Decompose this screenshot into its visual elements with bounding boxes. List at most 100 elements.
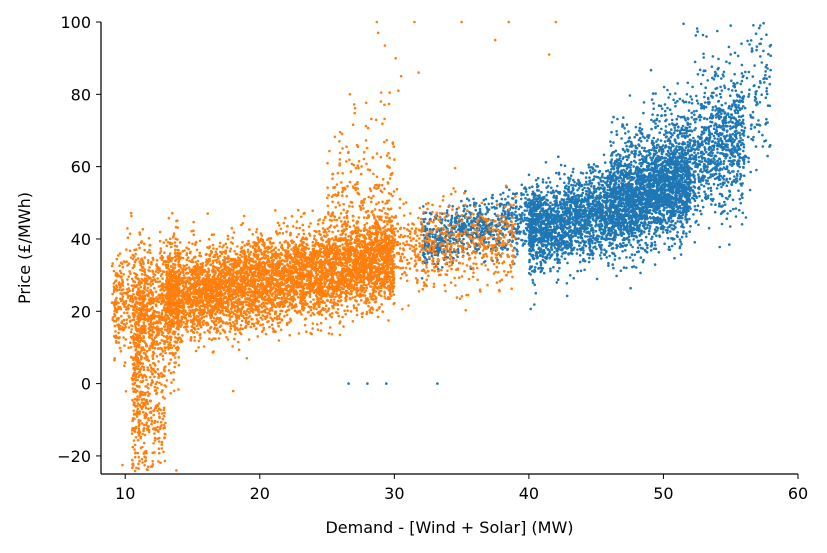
data-point: [680, 189, 683, 192]
data-point: [680, 225, 683, 228]
data-point: [675, 196, 678, 199]
data-point: [645, 164, 649, 168]
data-point: [560, 216, 564, 219]
data-point: [562, 198, 566, 201]
data-point: [742, 145, 746, 149]
data-point: [602, 190, 605, 193]
data-point: [624, 219, 628, 222]
data-point: [655, 167, 658, 170]
data-point: [663, 218, 667, 222]
data-point: [563, 222, 566, 225]
data-point: [603, 193, 606, 197]
data-point: [585, 171, 588, 175]
data-point: [563, 257, 567, 261]
data-point: [655, 234, 658, 237]
data-point: [563, 172, 566, 176]
data-point: [700, 154, 703, 158]
data-point: [683, 164, 686, 168]
data-point: [578, 181, 582, 185]
data-point: [563, 241, 567, 245]
data-point: [686, 165, 690, 168]
data-point: [662, 199, 666, 202]
data-point: [655, 151, 658, 154]
data-point: [619, 170, 622, 174]
data-point: [714, 203, 717, 206]
data-point: [595, 215, 599, 218]
data-point: [603, 176, 606, 180]
data-point: [560, 248, 564, 252]
data-point: [693, 60, 697, 64]
data-point: [658, 211, 662, 214]
data-point: [648, 163, 652, 166]
data-point: [645, 197, 649, 200]
data-point: [628, 162, 631, 166]
data-point: [637, 143, 640, 146]
data-point: [642, 258, 645, 262]
data-point: [650, 221, 653, 225]
data-point: [565, 227, 569, 230]
data-point: [674, 101, 677, 104]
data-point: [640, 132, 644, 135]
data-point: [651, 92, 655, 95]
data-point: [643, 188, 647, 192]
data-point: [614, 187, 618, 191]
data-point: [664, 160, 667, 163]
data-point: [679, 165, 683, 168]
data-point: [621, 124, 625, 128]
data-point: [724, 119, 727, 122]
data-point: [580, 197, 584, 201]
data-point: [668, 171, 672, 174]
data-point: [607, 264, 610, 267]
data-point: [694, 120, 697, 124]
data-point: [668, 142, 672, 145]
data-point: [697, 155, 701, 159]
data-point: [630, 189, 634, 192]
data-point: [740, 193, 743, 197]
data-point: [630, 151, 633, 155]
data-point: [597, 210, 601, 214]
data-point: [688, 125, 691, 129]
data-point: [567, 253, 570, 256]
data-point: [644, 217, 648, 220]
data-point: [637, 186, 640, 190]
data-point: [532, 249, 535, 252]
data-point: [689, 192, 692, 195]
data-point: [627, 165, 631, 169]
data-point: [557, 210, 561, 214]
data-point: [602, 217, 606, 220]
data-point: [686, 116, 689, 120]
data-point: [645, 183, 649, 186]
data-point: [613, 179, 617, 183]
data-point: [689, 207, 692, 211]
data-point: [671, 154, 675, 157]
data-point: [613, 162, 616, 165]
data-point: [644, 227, 647, 231]
data-point: [662, 194, 666, 197]
data-point: [563, 217, 566, 220]
data-point: [623, 180, 626, 183]
data-point: [619, 160, 623, 163]
data-point: [645, 186, 649, 189]
data-point: [568, 179, 571, 183]
data-point: [579, 184, 582, 188]
data-point: [624, 183, 628, 186]
data-point: [535, 197, 538, 200]
data-point: [587, 166, 591, 169]
data-point: [707, 226, 711, 230]
data-point: [668, 108, 672, 111]
data-point: [729, 152, 733, 156]
data-point: [560, 255, 563, 258]
data-point: [682, 160, 685, 164]
data-point: [601, 174, 604, 178]
data-point: [566, 240, 569, 244]
data-point: [582, 249, 585, 252]
data-point: [669, 149, 673, 152]
data-point: [687, 109, 691, 112]
data-point: [618, 185, 621, 188]
data-point: [725, 148, 728, 152]
data-point: [615, 160, 619, 164]
data-point: [707, 142, 710, 145]
data-point: [641, 214, 645, 218]
data-point: [531, 278, 534, 282]
data-point: [720, 125, 723, 128]
